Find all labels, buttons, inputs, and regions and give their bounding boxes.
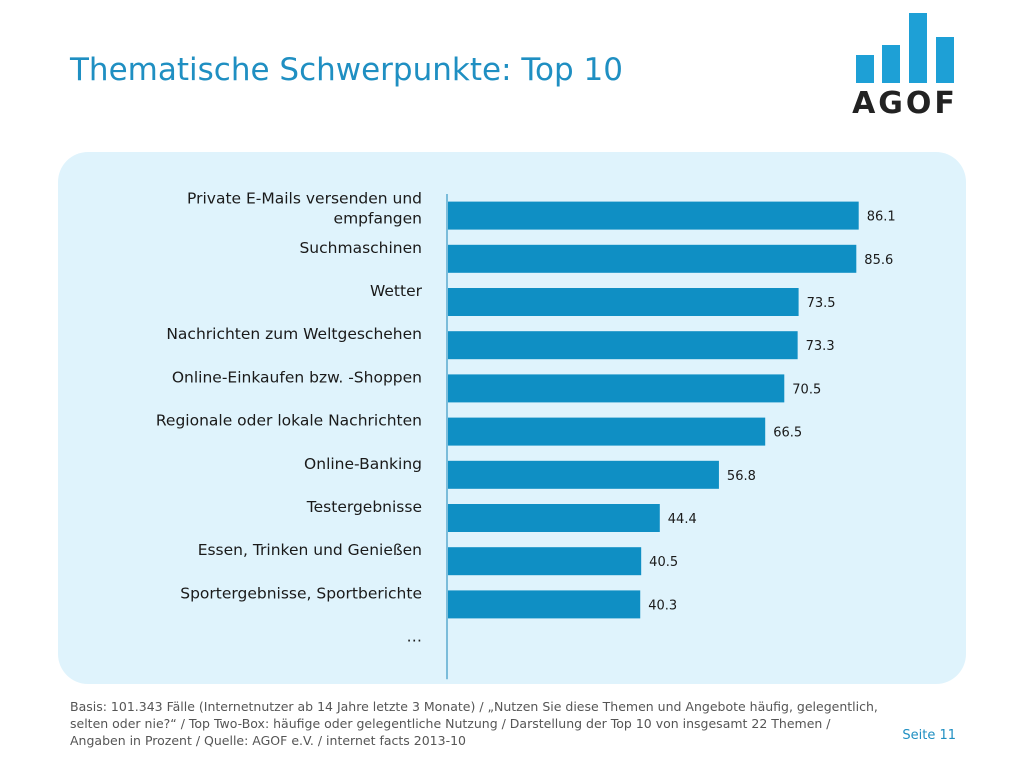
logo-bar-2: [882, 45, 900, 83]
category-label: …: [407, 628, 423, 646]
data-label: 40.3: [648, 598, 677, 613]
bar: [448, 460, 719, 489]
category-label: Sportergebnisse, Sportberichte: [180, 584, 422, 602]
bar: [448, 288, 799, 316]
category-label: Online-Banking: [304, 455, 422, 473]
data-label: 70.5: [792, 382, 821, 397]
bar: [448, 201, 859, 230]
data-label: 73.5: [807, 296, 836, 311]
data-label: 44.4: [668, 512, 697, 527]
bar: [448, 244, 857, 273]
category-label: Private E-Mails versenden und: [187, 190, 422, 208]
category-label: empfangen: [334, 210, 422, 228]
category-label: Testergebnisse: [306, 498, 422, 516]
bar: [448, 547, 642, 576]
bar: [448, 504, 660, 532]
bar: [448, 590, 641, 619]
category-label: Wetter: [370, 282, 423, 300]
category-label: Essen, Trinken und Genießen: [198, 541, 422, 559]
logo-bar-3: [909, 13, 927, 83]
page-title: Thematische Schwerpunkte: Top 10: [70, 52, 623, 88]
footnote: Basis: 101.343 Fälle (Internetnutzer ab …: [70, 699, 878, 748]
data-label: 40.5: [649, 555, 678, 570]
agof-logo: AGOF: [852, 13, 958, 121]
bar: [448, 331, 798, 360]
category-label: Regionale oder lokale Nachrichten: [156, 412, 422, 430]
category-label: Suchmaschinen: [299, 239, 422, 257]
logo-text: AGOF: [852, 86, 958, 121]
category-label: Nachrichten zum Weltgeschehen: [166, 325, 422, 343]
bar: [448, 417, 766, 446]
category-label: Online-Einkaufen bzw. -Shoppen: [172, 368, 422, 386]
logo-bar-4: [936, 37, 954, 83]
page-number: Seite 11: [902, 728, 956, 743]
data-label: 86.1: [867, 210, 896, 225]
data-label: 66.5: [773, 426, 802, 441]
data-label: 73.3: [806, 339, 835, 354]
data-label: 56.8: [727, 469, 756, 484]
bar: [448, 374, 785, 403]
logo-bar-1: [856, 55, 874, 83]
data-label: 85.6: [864, 253, 893, 268]
